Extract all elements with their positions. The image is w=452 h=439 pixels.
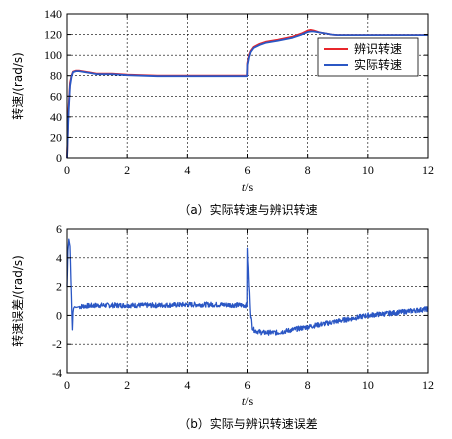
chart-a-x-axis-label: t/s (242, 180, 254, 194)
chart-a-caption: （a）实际转速与辨识转速 (178, 202, 317, 217)
y-tick-label: -2 (52, 337, 62, 351)
x-tick-label: 0 (64, 378, 70, 392)
x-tick-label: 12 (422, 378, 434, 392)
y-tick-label: 2 (56, 280, 62, 294)
chart-b: 0 2 4 6 8 10 12 -4 -2 0 2 4 6 转速误差/(rad/s) t/s （b）实际… (10, 222, 434, 431)
chart-a-x-axis-unit: /s (245, 180, 253, 194)
x-tick-label: 2 (124, 163, 130, 177)
legend-label-actual-speed: 实际转速 (354, 57, 402, 72)
x-tick-label: 10 (362, 163, 374, 177)
chart-a-legend: 辨识转速 实际转速 (317, 37, 419, 77)
x-tick-label: 4 (184, 378, 190, 392)
chart-a-x-axis-var: t (242, 180, 246, 194)
y-tick-label: 6 (56, 222, 62, 236)
x-tick-label: 2 (124, 378, 130, 392)
chart-b-x-axis-unit: /s (245, 394, 253, 408)
y-tick-label: -4 (52, 366, 62, 380)
y-tick-label: 140 (44, 7, 62, 21)
y-tick-label: 20 (50, 130, 62, 144)
x-tick-label: 4 (184, 163, 190, 177)
x-tick-label: 6 (245, 378, 251, 392)
chart-a-y-axis-label: 转速/(rad/s) (10, 52, 25, 120)
y-tick-label: 0 (56, 151, 62, 165)
chart-a-series-group (66, 29, 428, 159)
y-tick-label: 4 (56, 251, 62, 265)
x-tick-label: 8 (305, 163, 311, 177)
legend-label-identified-speed: 辨识转速 (354, 41, 402, 56)
x-tick-label: 10 (362, 378, 374, 392)
chart-b-y-axis-label: 转速误差/(rad/s) (10, 255, 25, 347)
chart-b-series-group (66, 238, 429, 336)
x-tick-label: 12 (422, 163, 434, 177)
chart-b-x-axis-label: t/s (242, 394, 254, 408)
chart-b-caption: （b）实际与辨识转速误差 (178, 416, 318, 431)
chart-b-x-axis-var: t (242, 394, 246, 408)
series-line-b-0 (66, 238, 429, 336)
y-tick-label: 40 (50, 110, 62, 124)
y-tick-label: 60 (50, 89, 62, 103)
x-tick-label: 6 (245, 163, 251, 177)
x-tick-label: 8 (305, 378, 311, 392)
y-tick-label: 0 (56, 308, 62, 322)
y-tick-label: 80 (50, 69, 62, 83)
chart-b-ticks: 0 2 4 6 8 10 12 -4 -2 0 2 4 6 (52, 222, 434, 392)
legend-box (317, 37, 419, 77)
y-tick-label: 100 (44, 48, 62, 62)
series-line-a-1 (66, 30, 428, 159)
x-tick-label: 0 (64, 163, 70, 177)
y-tick-label: 120 (44, 28, 62, 42)
